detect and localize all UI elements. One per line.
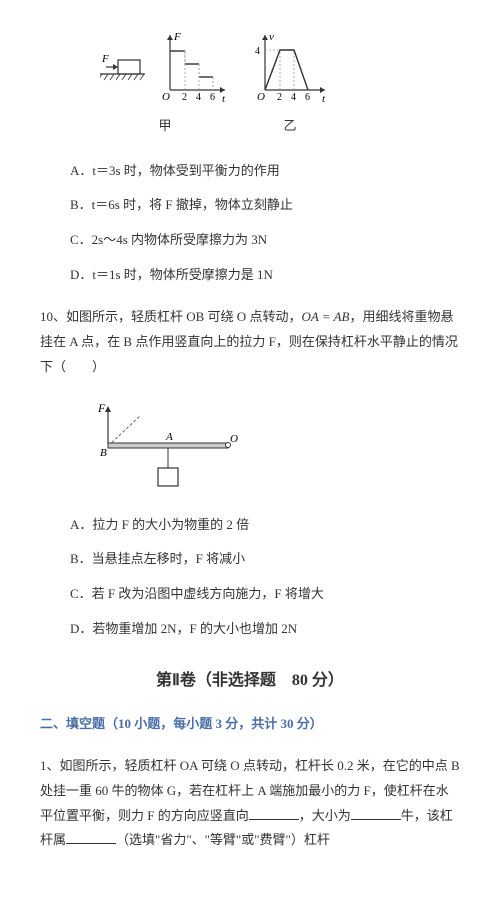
blank-3: [66, 830, 116, 844]
q9-option-d: D．t＝1s 时，物体所受摩擦力是 1N: [70, 263, 460, 288]
svg-text:B: B: [100, 447, 107, 459]
fill-blank-heading: 二、填空题（10 小题，每小题 3 分，共计 30 分）: [40, 712, 460, 737]
svg-text:2: 2: [182, 92, 187, 103]
q10-stem: 10、如图所示，轻质杠杆 OB 可绕 O 点转动，OA = AB，用细线将重物悬…: [40, 305, 460, 379]
blank-1: [249, 806, 299, 820]
svg-text:O: O: [257, 91, 265, 103]
q10-option-d: D．若物重增加 2N，F 的大小也增加 2N: [70, 617, 460, 642]
q10-option-b: B．当悬挂点左移时，F 将减小: [70, 547, 460, 572]
fill-q1-mid: ，大小为: [299, 808, 351, 823]
figure-yi: v t O 4 2 4 6 乙: [250, 30, 330, 139]
blank-2: [351, 806, 401, 820]
svg-text:4: 4: [291, 92, 296, 103]
svg-text:t: t: [222, 93, 226, 105]
svg-text:A: A: [165, 431, 173, 443]
svg-text:4: 4: [255, 46, 260, 57]
svg-text:6: 6: [210, 92, 215, 103]
q9-option-a: A．t＝3s 时，物体受到平衡力的作用: [70, 159, 460, 184]
svg-text:O: O: [162, 91, 170, 103]
q10-figure: F B A O: [90, 398, 460, 498]
q9-option-c: C．2s～4s 内物体所受摩擦力为 3N: [70, 228, 460, 253]
svg-text:6: 6: [305, 92, 310, 103]
block-and-step-graph: F F t O 2 4: [100, 30, 230, 110]
figure-jia: F F t O 2 4: [100, 30, 230, 139]
svg-text:F: F: [173, 31, 181, 43]
fill-q1: 1、如图所示，轻质杠杆 OA 可绕 O 点转动，杠杆长 0.2 米，在它的中点 …: [40, 754, 460, 853]
svg-text:O: O: [230, 433, 238, 445]
q10-option-a: A．拉力 F 的大小为物重的 2 倍: [70, 513, 460, 538]
svg-text:F: F: [101, 53, 109, 65]
fill-q1-hint: （选填"省力"、"等臂"或"费臂"）杠杆: [116, 832, 330, 847]
q9-option-b: B．t＝6s 时，将 F 撤掉，物体立刻静止: [70, 193, 460, 218]
figure-yi-label: 乙: [283, 114, 296, 139]
svg-text:4: 4: [196, 92, 201, 103]
q10-option-c: C．若 F 改为沿图中虚线方向施力，F 将增大: [70, 582, 460, 607]
q10-ratio: OA = AB: [301, 309, 349, 324]
section-ii-title: 第Ⅱ卷（非选择题 80 分）: [40, 666, 460, 696]
svg-text:t: t: [322, 93, 326, 105]
velocity-graph: v t O 4 2 4 6: [250, 30, 330, 110]
q10-pre: 10、如图所示，轻质杠杆 OB 可绕 O 点转动，: [40, 309, 301, 324]
svg-text:2: 2: [277, 92, 282, 103]
lever-diagram: F B A O: [90, 398, 250, 498]
figure-jia-label: 甲: [158, 114, 171, 139]
q9-figures: F F t O 2 4: [100, 30, 460, 139]
svg-text:F: F: [97, 401, 106, 415]
svg-text:v: v: [269, 31, 274, 43]
